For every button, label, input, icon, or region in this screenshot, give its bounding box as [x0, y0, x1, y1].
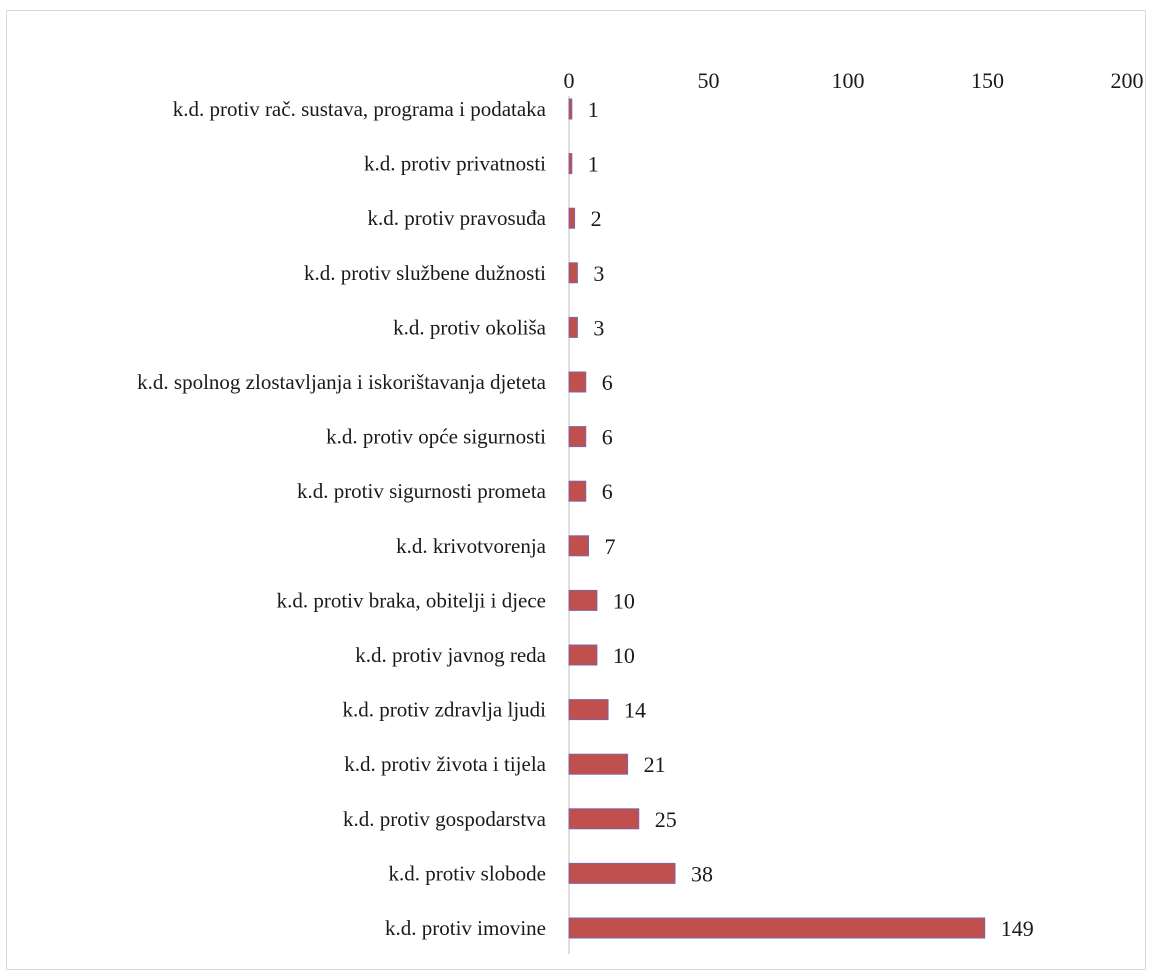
category-label: k.d. protiv gospodarstva [343, 807, 547, 831]
category-label: k.d. protiv privatnosti [364, 152, 546, 176]
category-label: k.d. protiv slobode [389, 861, 547, 885]
value-label: 7 [605, 534, 616, 559]
x-tick-label: 150 [971, 68, 1004, 93]
value-label: 25 [655, 807, 677, 832]
value-label: 1 [588, 152, 599, 177]
category-label: k.d. protiv opće sigurnosti [326, 425, 546, 449]
category-label: k.d. protiv imovine [385, 916, 546, 940]
value-label: 21 [644, 752, 666, 777]
bar [568, 207, 576, 229]
category-label: k.d. protiv okoliša [393, 315, 547, 339]
bar [568, 589, 598, 611]
bar [568, 262, 578, 284]
bar [568, 480, 587, 502]
bar [568, 753, 629, 775]
value-label: 14 [624, 698, 646, 723]
value-label: 1 [588, 97, 599, 122]
value-label: 149 [1001, 916, 1034, 941]
value-label: 38 [691, 861, 713, 886]
x-tick-label: 100 [832, 68, 865, 93]
bar [568, 98, 573, 120]
category-label: k.d. protiv zdravlja ljudi [342, 698, 546, 722]
bar [568, 699, 609, 721]
value-label: 6 [602, 370, 613, 395]
x-tick-label: 0 [564, 68, 575, 93]
value-label: 3 [593, 315, 604, 340]
category-label: k.d. protiv života i tijela [344, 752, 546, 776]
bar [568, 153, 573, 175]
x-tick-label: 50 [698, 68, 720, 93]
bar [568, 644, 598, 666]
bar [568, 371, 587, 393]
category-label: k.d. protiv javnog reda [355, 643, 546, 667]
value-label: 10 [613, 588, 635, 613]
value-label: 6 [602, 425, 613, 450]
bar [568, 426, 587, 448]
bar [568, 316, 578, 338]
bar [568, 535, 590, 557]
value-label: 3 [593, 261, 604, 286]
bar [568, 862, 676, 884]
category-label: k.d. protiv sigurnosti prometa [297, 479, 547, 503]
bar [568, 808, 640, 830]
category-label: k.d. krivotvorenja [396, 534, 547, 558]
category-label: k.d. protiv službene dužnosti [304, 261, 546, 285]
bar [568, 917, 986, 939]
category-label: k.d. protiv braka, obitelji i djece [277, 588, 546, 612]
value-label: 10 [613, 643, 635, 668]
value-label: 6 [602, 479, 613, 504]
x-tick-label: 200 [1111, 68, 1144, 93]
category-label: k.d. protiv rač. sustava, programa i pod… [173, 97, 547, 121]
category-label: k.d. protiv pravosuđa [368, 206, 547, 230]
category-label: k.d. spolnog zlostavljanja i iskorištava… [137, 370, 547, 394]
value-label: 2 [591, 206, 602, 231]
